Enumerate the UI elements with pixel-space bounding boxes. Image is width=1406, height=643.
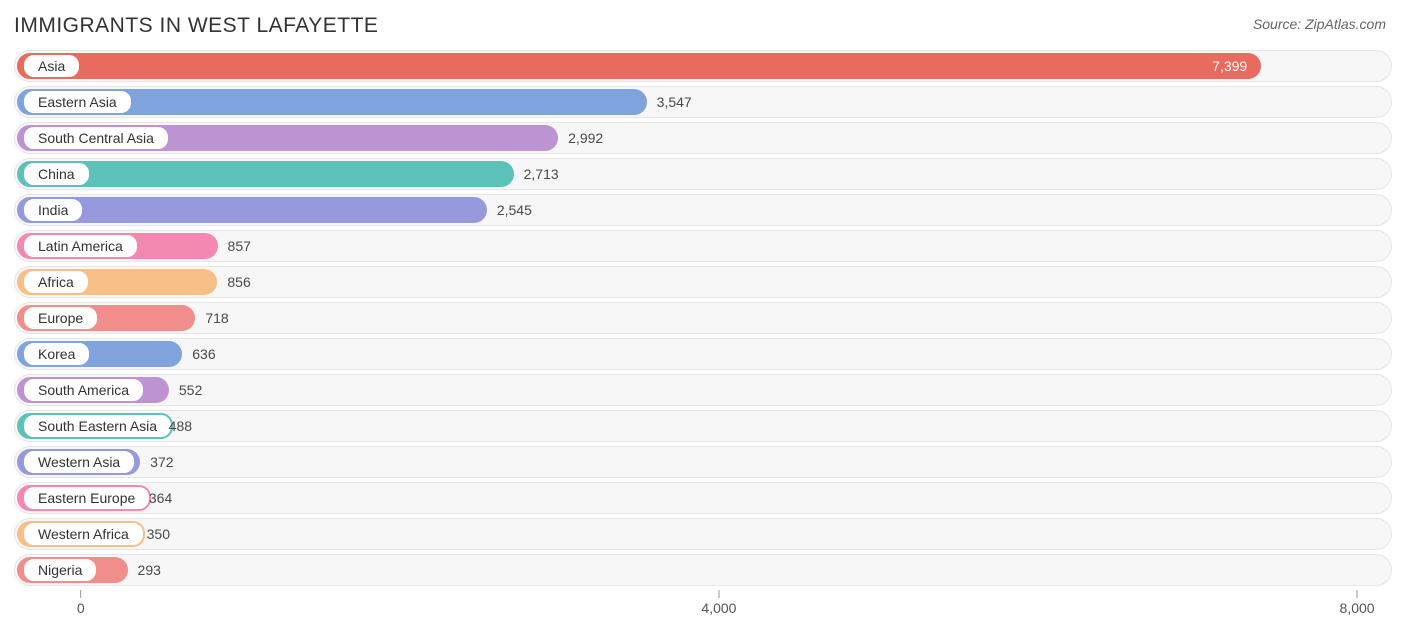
axis-tick-mark — [1357, 590, 1358, 598]
bar-track — [14, 446, 1392, 478]
bar-track — [14, 374, 1392, 406]
bar-category-label: Nigeria — [22, 557, 98, 583]
bar-category-label: Europe — [22, 305, 99, 331]
bar-value-label: 3,547 — [657, 94, 692, 110]
bar-row: India 2,545 — [14, 194, 1392, 226]
bar-track — [14, 338, 1392, 370]
bar-track — [14, 518, 1392, 550]
bar-value-label: 636 — [192, 346, 215, 362]
bar-value-label: 2,713 — [524, 166, 559, 182]
bar-value-label: 856 — [227, 274, 250, 290]
chart-source: Source: ZipAtlas.com — [1253, 14, 1386, 32]
bar-category-label: Asia — [22, 53, 81, 79]
bar-value-label: 2,992 — [568, 130, 603, 146]
bar-row: Korea 636 — [14, 338, 1392, 370]
bar-category-label: Africa — [22, 269, 90, 295]
axis-tick-mark — [80, 590, 81, 598]
bar-row: Latin America 857 — [14, 230, 1392, 262]
bar-category-label: Western Africa — [22, 521, 145, 547]
bar-track — [14, 482, 1392, 514]
bar-value-label: 552 — [179, 382, 202, 398]
bar-row: Africa 856 — [14, 266, 1392, 298]
bar-row: South Central Asia 2,992 — [14, 122, 1392, 154]
bar-track — [14, 410, 1392, 442]
axis-tick: 0 — [77, 590, 85, 616]
bar-category-label: South Central Asia — [22, 125, 170, 151]
chart-area: Asia 7,399 Eastern Asia 3,547 South Central … — [0, 46, 1406, 586]
bar-category-label: South Eastern Asia — [22, 413, 173, 439]
axis-tick-label: 4,000 — [701, 600, 736, 616]
bar-category-label: Korea — [22, 341, 91, 367]
bar-fill — [17, 197, 487, 223]
axis-tick-mark — [718, 590, 719, 598]
bar-category-label: India — [22, 197, 84, 223]
bar-row: China 2,713 — [14, 158, 1392, 190]
bar-value-label: 857 — [228, 238, 251, 254]
axis-tick-label: 8,000 — [1340, 600, 1375, 616]
bar-row: Nigeria 293 — [14, 554, 1392, 586]
bar-track — [14, 266, 1392, 298]
bar-value-label: 350 — [147, 526, 170, 542]
bar-value-label: 718 — [205, 310, 228, 326]
bar-category-label: China — [22, 161, 91, 187]
axis-tick: 8,000 — [1340, 590, 1375, 616]
axis-tick-label: 0 — [77, 600, 85, 616]
bar-row: South Eastern Asia488 — [14, 410, 1392, 442]
bar-value-label: 7,399 — [1212, 58, 1247, 74]
bar-category-label: Latin America — [22, 233, 139, 259]
bar-value-label: 293 — [138, 562, 161, 578]
bar-value-label: 488 — [169, 418, 192, 434]
chart-header: IMMIGRANTS IN WEST LAFAYETTE Source: Zip… — [0, 0, 1406, 46]
axis-tick: 4,000 — [701, 590, 736, 616]
bar-row: Eastern Europe364 — [14, 482, 1392, 514]
bar-row: Western Africa350 — [14, 518, 1392, 550]
bar-row: Eastern Asia 3,547 — [14, 86, 1392, 118]
bar-value-label: 364 — [149, 490, 172, 506]
x-axis: 0 4,000 8,000 — [14, 590, 1392, 620]
bar-value-label: 2,545 — [497, 202, 532, 218]
bar-category-label: Eastern Asia — [22, 89, 133, 115]
bar-value-label: 372 — [150, 454, 173, 470]
bar-row: Western Asia 372 — [14, 446, 1392, 478]
bar-row: Asia 7,399 — [14, 50, 1392, 82]
bar-category-label: South America — [22, 377, 145, 403]
bar-category-label: Eastern Europe — [22, 485, 151, 511]
bar-track — [14, 554, 1392, 586]
bar-category-label: Western Asia — [22, 449, 136, 475]
bar-fill — [17, 53, 1261, 79]
chart-title: IMMIGRANTS IN WEST LAFAYETTE — [14, 14, 378, 38]
bar-track — [14, 230, 1392, 262]
bar-row: South America 552 — [14, 374, 1392, 406]
bar-fill — [17, 161, 514, 187]
bar-row: Europe 718 — [14, 302, 1392, 334]
